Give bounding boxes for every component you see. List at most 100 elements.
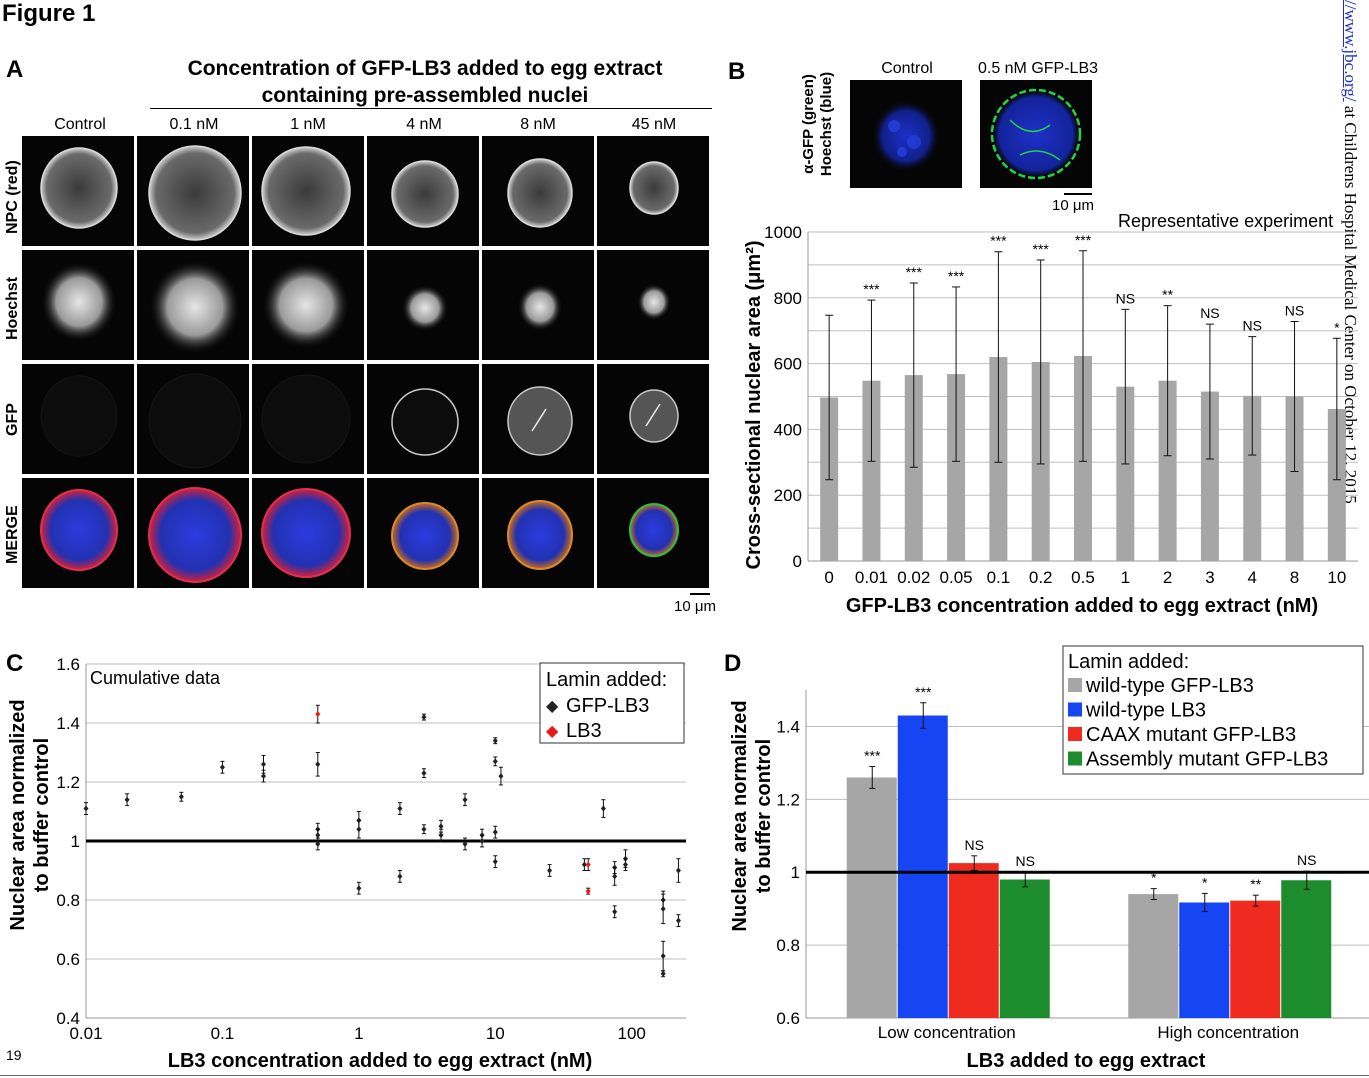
chart-c-point (315, 711, 321, 718)
micrograph-hoechst-0 (22, 250, 134, 360)
page-number: 19 (6, 1047, 22, 1063)
chart-b-xtick: 4 (1247, 568, 1256, 587)
column-header-45nm: 45 nM (631, 116, 677, 133)
chart-d-bar (948, 863, 999, 1018)
micrograph-hoechst-4 (482, 250, 594, 360)
inset-ylabel-line1: α-GFP (green) (800, 74, 817, 174)
chart-b-ytick: 200 (774, 486, 802, 505)
inset-label-gfp-lb3: 0.5 nM GFP-LB3 (977, 60, 1099, 77)
chart-b-ylabel: Cross-sectional nuclear area (μm²) (743, 240, 765, 569)
chart-b-bar (904, 375, 923, 561)
chart-c-point (124, 796, 130, 803)
chart-b-ytick: 400 (774, 420, 802, 439)
chart-c-point (675, 917, 681, 924)
chart-d-significance: * (1202, 874, 1208, 890)
chart-c-ytick: 0.6 (56, 950, 80, 969)
panel-a-scale-bar (690, 593, 710, 595)
chart-b-significance: ** (1162, 287, 1173, 303)
chart-b-xtick: 0.05 (940, 568, 973, 587)
chart-c-point (315, 840, 321, 847)
panel-a-scale-label: 10 μm (674, 598, 716, 615)
chart-c-point (438, 832, 444, 839)
chart-b-xtick: 2 (1163, 568, 1172, 587)
chart-d-legend-label: wild-type GFP-LB3 (1085, 675, 1254, 697)
legend-marker-lb3: ◆ (546, 723, 559, 740)
chart-c-point (438, 823, 444, 830)
chart-b-significance: *** (990, 233, 1007, 249)
chart-d-significance: NS (1016, 853, 1035, 869)
chart-b-significance: NS (1285, 302, 1304, 318)
chart-c-xtick: 10 (486, 1024, 505, 1043)
micrograph-gfp-3 (367, 364, 479, 474)
column-header-8nm: 8 nM (520, 116, 556, 133)
inset-scale-label: 10 μm (1052, 197, 1094, 214)
chart-b-bar (1200, 391, 1219, 561)
micrograph-npc-red--4 (482, 136, 594, 246)
chart-c-ytick: 1.6 (56, 655, 80, 674)
row-label-merge: MERGE (4, 505, 21, 564)
chart-d-bar (897, 715, 948, 1018)
chart-b-xtick: 0.2 (1029, 568, 1053, 587)
micrograph-npc-red--1 (137, 136, 249, 246)
panel-d-letter: D (724, 650, 742, 677)
chart-b-significance: NS (1200, 305, 1219, 321)
chart-c-point (547, 867, 553, 874)
chart-c-point (498, 773, 504, 780)
micrograph-gfp-0 (22, 364, 134, 474)
chart-d-legend-swatch (1068, 727, 1082, 741)
row-label-hoechst: Hoechst (4, 276, 21, 340)
chart-b-significance: *** (1075, 232, 1092, 248)
chart-d-legend-label: Assembly mutant GFP-LB3 (1086, 749, 1328, 771)
chart-d-significance: NS (965, 837, 984, 853)
row-label-npc: NPC (red) (4, 160, 21, 234)
inset-scale-bar (1064, 193, 1092, 195)
chart-d-xlabel: LB3 added to egg extract (967, 1050, 1206, 1072)
panel-a-heading-rule (150, 108, 712, 109)
chart-b-xtick: 0 (824, 568, 833, 587)
chart-c-point (660, 970, 666, 977)
chart-b-bar (947, 374, 966, 561)
micrograph-gfp-1 (137, 364, 249, 474)
chart-c-point (581, 861, 587, 868)
chart-d-xtick: High concentration (1157, 1023, 1299, 1042)
column-header-4nm: 4 nM (406, 116, 442, 133)
micrograph-merge-5 (597, 478, 709, 588)
chart-b-significance: NS (1116, 290, 1135, 306)
chart-c-ytick: 1 (71, 832, 80, 851)
panel-a-heading-line2: containing pre-assembled nuclei (261, 84, 589, 107)
legend-marker-gfp-lb3: ◆ (546, 698, 559, 715)
micrograph-hoechst-2 (252, 250, 364, 360)
chart-c-annotation: Cumulative data (90, 668, 221, 688)
chart-d-bar (999, 879, 1050, 1018)
chart-c-point (462, 796, 468, 803)
chart-c-point (612, 873, 618, 880)
watermark-link[interactable]: //www.jbc.org/ (1341, 0, 1360, 102)
chart-d-xtick: Low concentration (878, 1023, 1016, 1042)
chart-d-bar (846, 777, 897, 1018)
chart-c-point (421, 770, 427, 777)
chart-c-point (492, 737, 498, 744)
chart-d-legend-label: CAAX mutant GFP-LB3 (1086, 724, 1296, 746)
chart-b-significance: *** (948, 268, 965, 284)
chart-c-ytick: 0.4 (56, 1009, 80, 1028)
chart-c-xtick: 0.01 (69, 1024, 102, 1043)
chart-c-point (600, 805, 606, 812)
micrograph-npc-red--3 (367, 136, 479, 246)
chart-b-significance: * (1334, 319, 1340, 335)
column-header-0-1nm: 0.1 nM (169, 116, 219, 133)
chart-c-point (219, 764, 225, 771)
chart-b-annotation: Representative experiment (1118, 211, 1333, 231)
panel-c-letter: C (6, 650, 24, 677)
chart-c-point (585, 861, 591, 868)
chart-c-point (492, 758, 498, 765)
chart-c-point (660, 953, 666, 960)
chart-c-point (462, 840, 468, 847)
chart-c-point (83, 805, 89, 812)
chart-b-bar (1116, 386, 1135, 561)
panel-a-letter: A (6, 56, 24, 83)
chart-d-legend-title: Lamin added: (1068, 651, 1189, 673)
chart-c-point (397, 873, 403, 880)
chart-d-legend-swatch (1068, 751, 1082, 766)
chart-b-xtick: 8 (1290, 568, 1299, 587)
chart-b-significance: *** (863, 281, 880, 297)
